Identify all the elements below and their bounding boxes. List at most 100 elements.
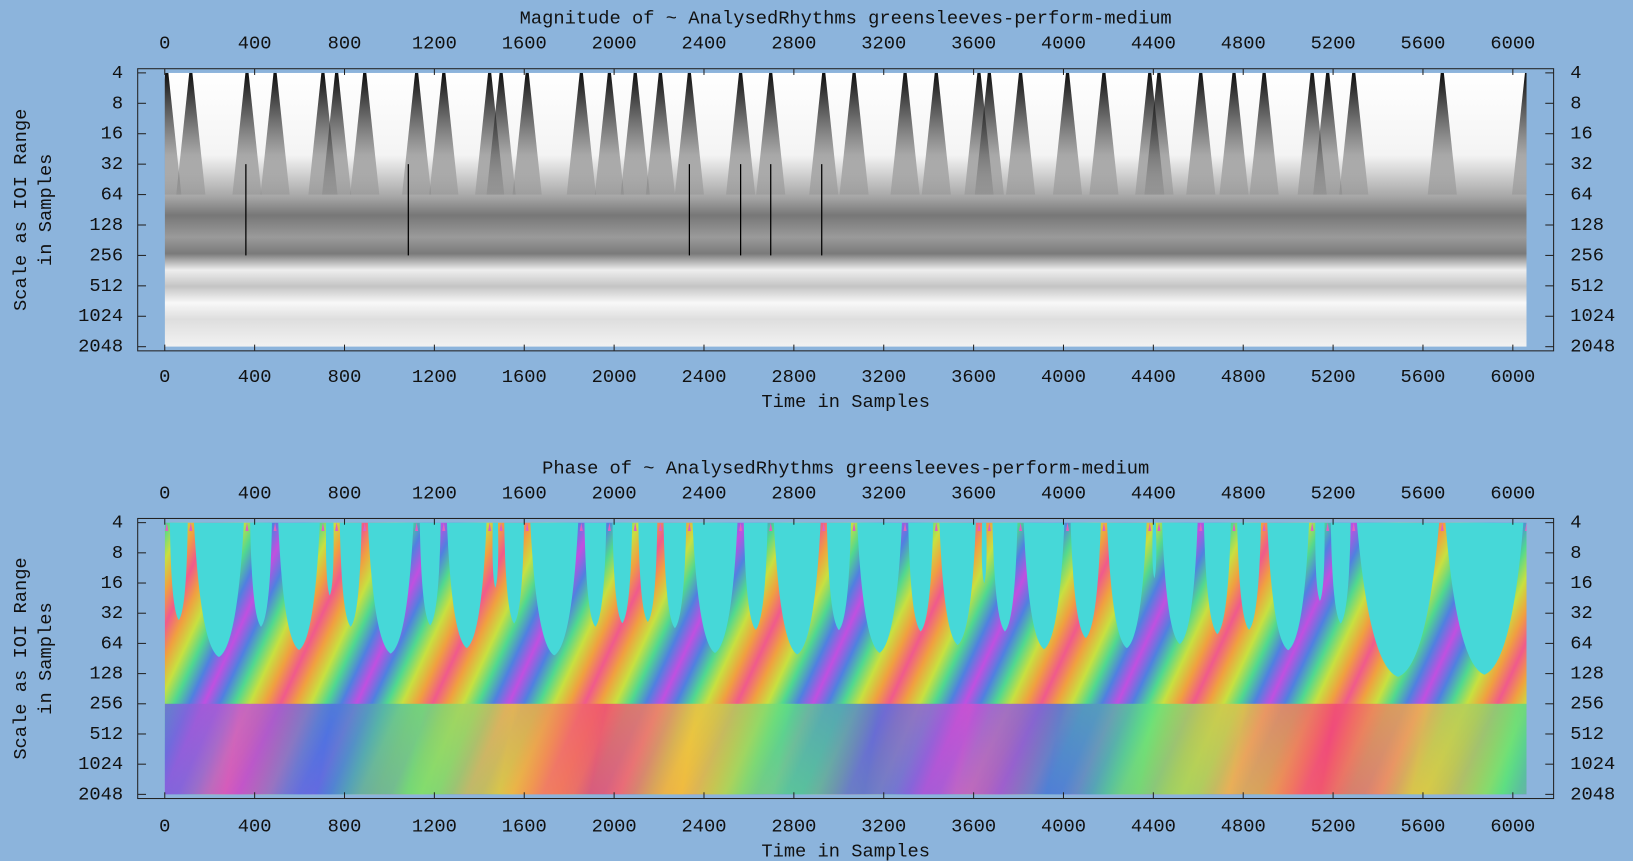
x-tick-label: 800 (328, 816, 362, 838)
onset-spike (1186, 72, 1216, 195)
onset-cone (1524, 522, 1527, 531)
x-tick-label: 5600 (1400, 816, 1445, 838)
x-tick-label: 2400 (681, 816, 726, 838)
cyan-region (419, 522, 441, 626)
onset-cone (934, 522, 938, 531)
cyan-region (826, 522, 851, 631)
onset-cone (658, 522, 662, 531)
x-tick-label-top: 1200 (412, 33, 457, 55)
onset-spike (486, 72, 516, 195)
y-tick-label: 32 (101, 153, 124, 175)
x-tick-label: 400 (238, 816, 272, 838)
cyan-region (1070, 522, 1101, 639)
y-tick-label-right: 2048 (1570, 336, 1615, 358)
y-tick-label-right: 16 (1570, 572, 1593, 594)
onset-spike (674, 72, 704, 195)
x-tick-label: 4400 (1131, 816, 1176, 838)
onset-cone (607, 522, 611, 531)
y-tick-label: 2048 (78, 783, 123, 805)
cyan-region (492, 522, 499, 588)
y-tick-label-right: 1024 (1570, 305, 1615, 327)
cyan-region (339, 522, 362, 627)
cyan-region (663, 522, 687, 629)
cyan-region (981, 522, 987, 584)
y-tick-label: 1024 (78, 753, 123, 775)
onset-cone (852, 522, 856, 531)
cyan-region (1330, 522, 1351, 624)
onset-cone (633, 522, 637, 531)
x-tick-label: 5200 (1311, 366, 1356, 388)
x-tick-label-top: 1200 (412, 482, 457, 504)
onset-spike (756, 72, 786, 195)
x-tick-label: 0 (159, 816, 170, 838)
x-tick-label-top: 5200 (1311, 482, 1356, 504)
x-tick-label-top: 3600 (951, 33, 996, 55)
onset-cone (1102, 522, 1106, 531)
plot-frame (137, 68, 1555, 352)
y-axis-label: in Samples (35, 602, 57, 714)
cyan-region (446, 522, 487, 649)
cyan-region (638, 522, 658, 623)
onset-cone (1326, 522, 1330, 531)
y-tick-label-right: 512 (1570, 723, 1604, 745)
x-tick-label-top: 4000 (1041, 33, 1086, 55)
cyan-region (250, 522, 272, 627)
y-tick-label: 256 (89, 693, 123, 715)
image (164, 72, 1527, 347)
x-tick-label: 6000 (1490, 366, 1535, 388)
onset-cone (822, 522, 826, 531)
cyan-region (612, 522, 633, 624)
onset-cone (1440, 522, 1444, 531)
y-tick-label: 64 (101, 632, 124, 654)
cyan-region (1267, 522, 1310, 651)
x-tick-label-top: 4400 (1131, 33, 1176, 55)
x-tick-label: 3200 (861, 816, 906, 838)
x-tick-label: 3600 (951, 366, 996, 388)
x-tick-label: 2800 (771, 816, 816, 838)
onset-spike (1005, 72, 1036, 195)
x-tick-label: 5200 (1311, 816, 1356, 838)
x-tick-label: 1200 (412, 816, 457, 838)
onset-cone (977, 522, 981, 531)
cyan-region (169, 522, 188, 621)
x-tick-label-top: 4800 (1221, 33, 1266, 55)
onset-cone (499, 522, 503, 531)
x-tick-label: 3200 (861, 366, 906, 388)
cyan-region (939, 522, 976, 646)
y-tick-label: 64 (101, 184, 124, 206)
y-tick-label-right: 32 (1570, 153, 1593, 175)
onset-cone (769, 522, 773, 531)
onset-spike (839, 72, 869, 195)
onset-cone (987, 522, 991, 531)
onset-cone (335, 522, 339, 531)
y-tick-label-right: 8 (1570, 542, 1581, 564)
cyan-region (530, 522, 579, 656)
x-tick-label: 6000 (1490, 816, 1535, 838)
x-tick-label: 2000 (592, 366, 637, 388)
y-tick-label-right: 8 (1570, 92, 1581, 114)
x-tick-label: 400 (238, 366, 272, 388)
y-tick-label: 16 (101, 123, 124, 145)
onset-spike (620, 72, 650, 195)
y-tick-label: 256 (89, 244, 123, 266)
y-tick-label-right: 128 (1570, 214, 1604, 236)
x-tick-label-top: 0 (159, 482, 170, 504)
image (164, 522, 1527, 795)
cyan-region (692, 522, 738, 654)
y-tick-label-right: 2048 (1570, 783, 1615, 805)
cyan-region (325, 522, 334, 596)
cyan-region (278, 522, 320, 651)
x-tick-label: 2000 (592, 816, 637, 838)
x-tick-label-top: 800 (328, 482, 362, 504)
x-tick-label-top: 4400 (1131, 482, 1176, 504)
onset-spike (1427, 72, 1457, 195)
onset-spike (512, 72, 542, 195)
cyan-region (1203, 522, 1231, 635)
x-tick-label-top: 3600 (951, 482, 996, 504)
x-tick-label-top: 0 (159, 33, 170, 55)
onset-cone (1232, 522, 1236, 531)
cyan-region (367, 522, 414, 654)
plot-frame (137, 517, 1555, 800)
onset-spike (566, 72, 596, 195)
cyan-region (908, 522, 934, 632)
